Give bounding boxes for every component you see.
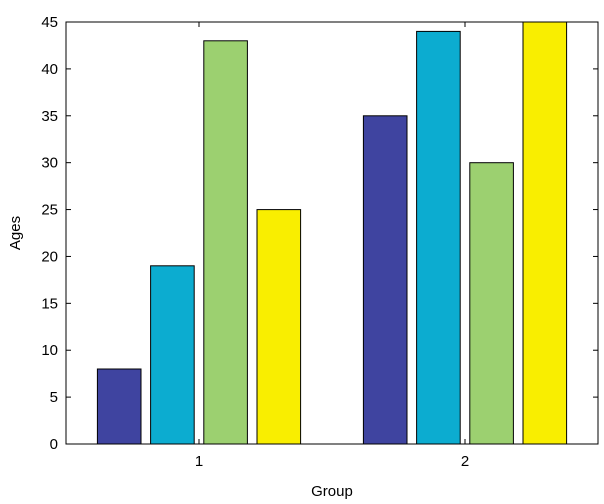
bar-group-2-series-3	[469, 162, 514, 445]
bar-group-2-series-2	[416, 30, 461, 445]
y-axis-label: Ages	[7, 216, 24, 250]
plot-background	[66, 22, 598, 444]
bar-group-1-series-1	[96, 368, 142, 445]
y-ticks-group: 0 5 10 15 20 25 30 35 40 45	[41, 14, 598, 453]
y-tick-label-25: 25	[41, 202, 58, 219]
y-tick-label-10: 10	[41, 342, 58, 359]
x-tick-label-2: 2	[461, 453, 469, 470]
bar-group-1-series-3	[203, 40, 248, 445]
y-tick-label-30: 30	[41, 155, 58, 172]
y-tick-label-15: 15	[41, 295, 58, 312]
bar-group-1-series-4	[256, 209, 302, 445]
y-tick-label-40: 40	[41, 61, 58, 78]
y-tick-label-45: 45	[41, 14, 58, 31]
y-tick-label-20: 20	[41, 248, 58, 265]
x-axis-label: Group	[311, 483, 353, 500]
bar-group-2-series-4	[522, 21, 568, 445]
y-tick-label-0: 0	[50, 436, 58, 453]
x-tick-label-1: 1	[195, 453, 203, 470]
bars-group	[96, 21, 568, 445]
bar-group-1-series-2	[150, 265, 195, 445]
plot-frame	[65, 21, 599, 445]
y-tick-label-35: 35	[41, 108, 58, 125]
y-tick-label-5: 5	[50, 389, 58, 406]
bar-group-2-series-1	[362, 115, 408, 445]
